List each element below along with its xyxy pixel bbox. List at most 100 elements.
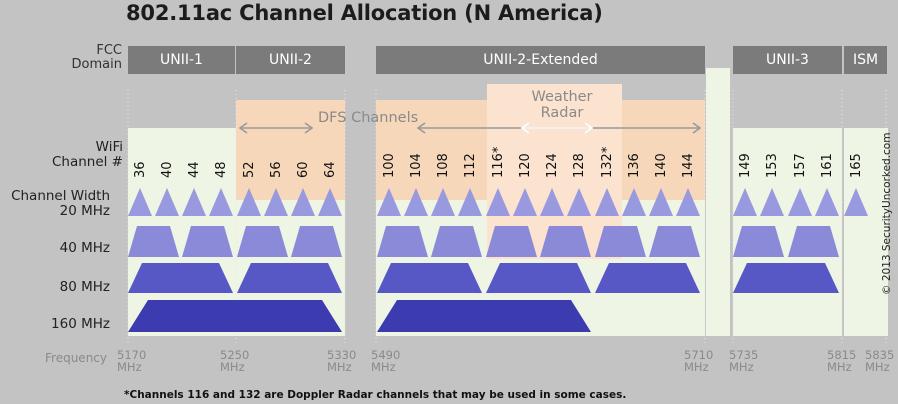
channel-number: 112 bbox=[463, 153, 478, 178]
channel-number: 120 bbox=[518, 153, 533, 178]
channel-number: 52 bbox=[242, 161, 257, 178]
width-20-triangle bbox=[540, 188, 564, 216]
frequency-tick: 5710 MHz bbox=[684, 348, 714, 374]
channel-number: 48 bbox=[214, 161, 229, 178]
footnote: *Channels 116 and 132 are Doppler Radar … bbox=[124, 389, 627, 401]
width-80-trapezoid bbox=[377, 263, 482, 293]
channel-number: 116* bbox=[491, 146, 506, 178]
domain-unii-2-extended: UNII-2-Extended bbox=[376, 46, 705, 74]
channel-number: 36 bbox=[133, 161, 148, 178]
width-40-trapezoid bbox=[788, 226, 839, 257]
width-20-triangle bbox=[513, 188, 537, 216]
width-40-trapezoid bbox=[595, 226, 646, 257]
fcc-domain-label: FCC Domain bbox=[60, 44, 122, 72]
channel-number: 136 bbox=[627, 153, 642, 178]
width-20-triangle bbox=[486, 188, 510, 216]
width-40-trapezoid bbox=[540, 226, 591, 257]
width-20-triangle bbox=[676, 188, 700, 216]
width-40-trapezoid bbox=[733, 226, 784, 257]
wifi-label-line2: Channel # bbox=[51, 154, 123, 170]
channel-number: 132* bbox=[600, 146, 615, 178]
width-20-triangle bbox=[649, 188, 673, 216]
width-20-triangle bbox=[788, 188, 812, 216]
dfs-region bbox=[236, 100, 345, 200]
frequency-tick: 5490 MHz bbox=[371, 348, 401, 374]
width-20-triangle bbox=[404, 188, 428, 216]
dfs-arrow-head bbox=[416, 122, 426, 134]
frequency-tick: 5735 MHz bbox=[729, 348, 759, 374]
channel-number: 44 bbox=[187, 161, 202, 178]
width-20-triangle bbox=[815, 188, 839, 216]
width-80-label: 80 MHz bbox=[59, 279, 110, 295]
channel-number: 144 bbox=[681, 153, 696, 178]
domain-unii-1: UNII-1 bbox=[128, 46, 235, 74]
channel-width-line2: 20 MHz bbox=[59, 203, 110, 219]
width-20-triangle bbox=[128, 188, 152, 216]
width-20-triangle bbox=[264, 188, 288, 216]
width-20-triangle bbox=[377, 188, 401, 216]
width-40-trapezoid bbox=[431, 226, 482, 257]
width-20-triangle bbox=[209, 188, 233, 216]
channel-number: 161 bbox=[820, 153, 835, 178]
frequency-tick: 5330 MHz bbox=[327, 348, 357, 374]
width-20-triangle bbox=[182, 188, 206, 216]
domain-unii-2: UNII-2 bbox=[236, 46, 345, 74]
channel-width-label: Channel Width 20 MHz bbox=[0, 189, 110, 219]
copyright-notice: © 2013 SecurityUncorked.com bbox=[881, 132, 893, 295]
width-160-label: 160 MHz bbox=[51, 316, 110, 332]
wifi-label-line1: WiFi bbox=[95, 139, 123, 155]
width-40-trapezoid bbox=[486, 226, 537, 257]
width-40-trapezoid bbox=[182, 226, 233, 257]
weather-radar-line2: Radar bbox=[540, 105, 584, 121]
fcc-label-line2: Domain bbox=[71, 57, 122, 72]
frequency-tick: 5815 MHz bbox=[827, 348, 857, 374]
width-40-trapezoid bbox=[649, 226, 700, 257]
domain-ism: ISM bbox=[844, 46, 887, 74]
channel-number: 104 bbox=[409, 153, 424, 178]
frequency-label: Frequency bbox=[45, 351, 107, 365]
channel-number: 40 bbox=[160, 161, 175, 178]
width-20-triangle bbox=[318, 188, 342, 216]
width-80-trapezoid bbox=[237, 263, 342, 293]
width-20-triangle bbox=[567, 188, 591, 216]
frequency-tick: 5170 MHz bbox=[117, 348, 147, 374]
frequency-tick: 5835 MHz bbox=[865, 348, 895, 374]
width-40-trapezoid bbox=[291, 226, 342, 257]
weather-radar-line1: Weather bbox=[531, 89, 593, 105]
width-20-triangle bbox=[431, 188, 455, 216]
channel-number: 64 bbox=[323, 161, 338, 178]
radar-arrow-head bbox=[520, 122, 530, 134]
channel-number: 153 bbox=[765, 153, 780, 178]
dfs-arrow-head bbox=[238, 122, 248, 134]
wifi-channel-label: WiFi Channel # bbox=[20, 140, 123, 170]
width-20-triangle bbox=[458, 188, 482, 216]
width-20-triangle bbox=[760, 188, 784, 216]
channel-number: 108 bbox=[436, 153, 451, 178]
width-80-trapezoid bbox=[128, 263, 233, 293]
width-40-label: 40 MHz bbox=[59, 240, 110, 256]
band-background bbox=[844, 128, 888, 336]
domain-unii-3: UNII-3 bbox=[733, 46, 842, 74]
width-20-triangle bbox=[155, 188, 179, 216]
width-20-triangle bbox=[291, 188, 315, 216]
channel-number: 128 bbox=[572, 153, 587, 178]
channel-number: 149 bbox=[738, 153, 753, 178]
width-20-triangle bbox=[622, 188, 646, 216]
channel-number: 60 bbox=[296, 161, 311, 178]
channel-number: 100 bbox=[382, 153, 397, 178]
width-20-triangle bbox=[237, 188, 261, 216]
width-160-trapezoid bbox=[128, 300, 342, 332]
width-40-trapezoid bbox=[377, 226, 428, 257]
page-title: 802.11ac Channel Allocation (N America) bbox=[126, 1, 603, 25]
channel-number: 165 bbox=[849, 153, 864, 178]
fcc-label-line1: FCC bbox=[96, 43, 122, 58]
channel-number: 124 bbox=[545, 153, 560, 178]
width-20-triangle bbox=[733, 188, 757, 216]
channel-width-line1: Channel Width bbox=[11, 188, 110, 204]
channel-number: 140 bbox=[654, 153, 669, 178]
channel-number: 157 bbox=[793, 153, 808, 178]
width-20-triangle bbox=[844, 188, 868, 216]
width-160-trapezoid bbox=[377, 300, 591, 332]
width-40-trapezoid bbox=[128, 226, 179, 257]
